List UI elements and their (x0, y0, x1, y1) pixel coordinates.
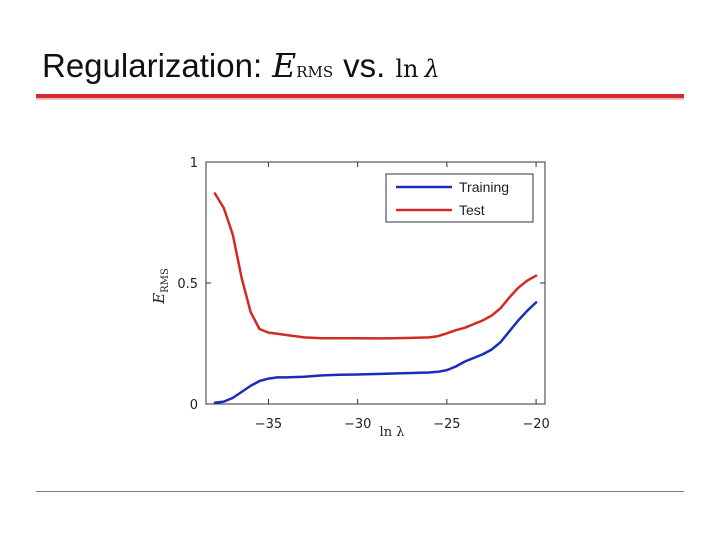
title-ln: ln (395, 55, 419, 83)
legend-label-test: Test (459, 202, 485, 218)
y-tick-label: 1 (190, 156, 198, 171)
slide-title: Regularization: E RMS vs. ln λ (42, 46, 440, 92)
series-line-test (213, 192, 538, 340)
legend-label-training: Training (459, 179, 509, 195)
title-text: Regularization: (42, 47, 263, 84)
title-underline-rule (36, 94, 684, 98)
title-lambda: λ (424, 55, 440, 83)
x-tick-label: −30 (344, 417, 371, 432)
x-axis-label: ln λ (380, 425, 405, 440)
svg-text:ERMS: ERMS (150, 268, 171, 305)
legend-box (385, 173, 534, 223)
x-ticks: −35 −30 −25 −20 (255, 162, 550, 432)
y-axis-label-symbol: E (150, 293, 168, 305)
y-ticks: 00.51 (177, 156, 545, 413)
legend: Training Test (385, 173, 534, 223)
x-axis-label-text: ln λ (380, 425, 405, 440)
y-tick-label: 0 (190, 398, 198, 413)
footer-divider (36, 491, 684, 492)
y-tick-label: 0.5 (177, 277, 198, 292)
title-subscript: RMS (296, 63, 334, 81)
plot-area (213, 192, 538, 405)
y-axis-label: ERMS (150, 268, 171, 305)
title-symbol: E (272, 46, 297, 85)
series-line-training (213, 301, 538, 405)
y-axis-label-subscript: RMS (160, 268, 171, 293)
title-underline-shadow (36, 98, 684, 100)
title-vs: vs. (343, 47, 386, 84)
x-tick-label: −35 (255, 417, 282, 432)
x-tick-label: −20 (522, 417, 549, 432)
x-tick-label: −25 (433, 417, 460, 432)
